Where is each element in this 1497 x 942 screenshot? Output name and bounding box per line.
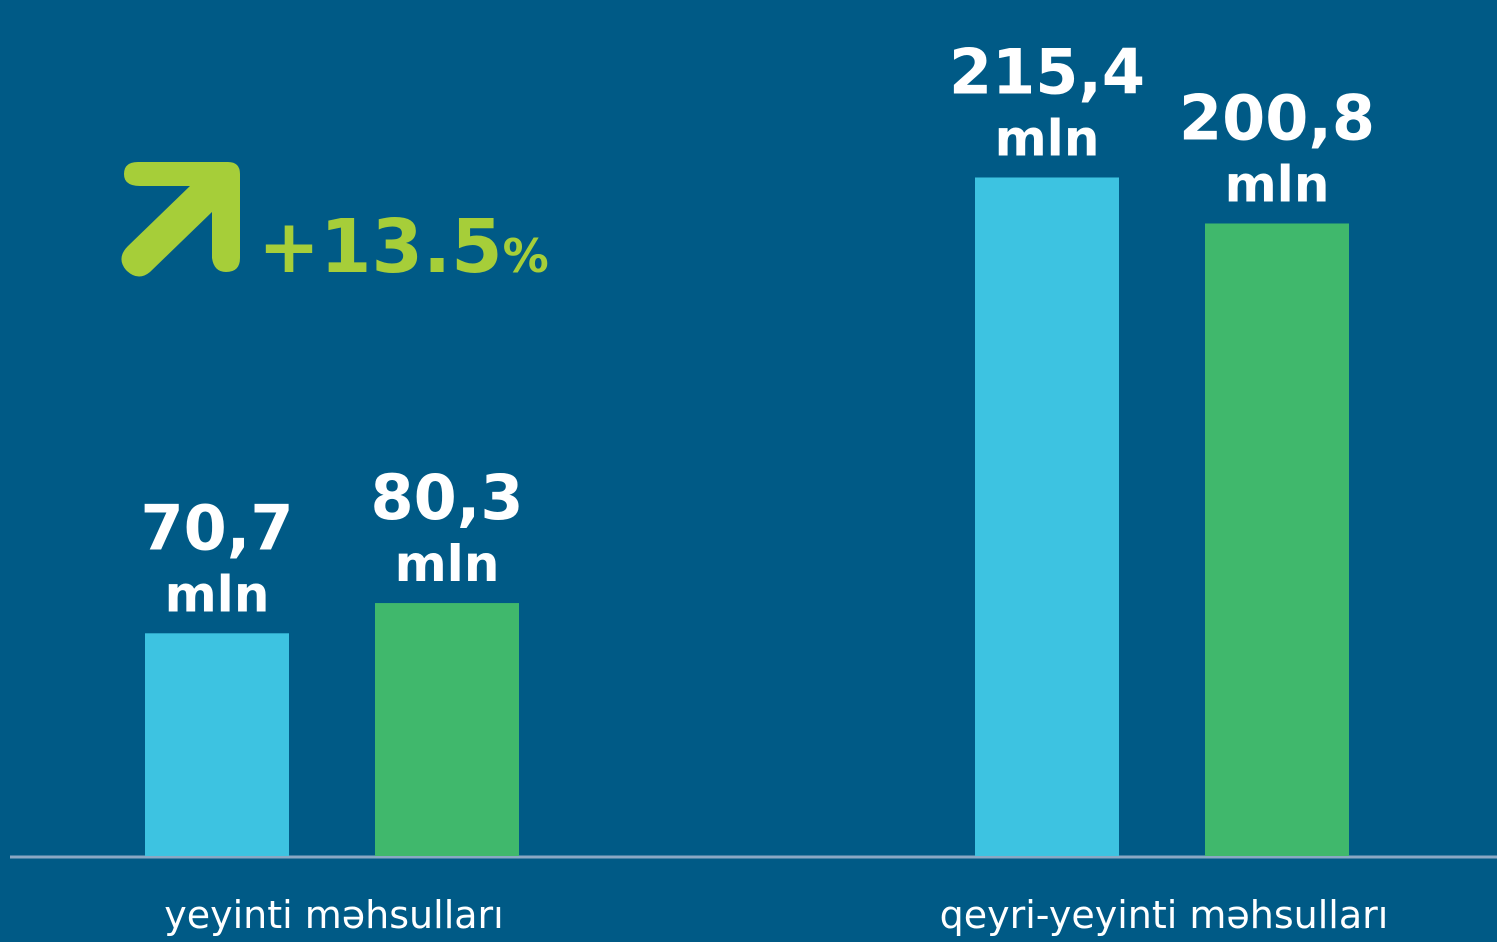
annotation-value: +13.5 <box>258 204 503 290</box>
growth-arrow <box>121 162 240 277</box>
value-unit: mln <box>1225 155 1330 213</box>
x-tick-label: yeyinti məhsulları <box>164 893 503 937</box>
value-label: 215,4 <box>949 35 1145 108</box>
x-tick-label: qeyri-yeyinti məhsulları <box>940 893 1389 937</box>
value-label: 200,8 <box>1179 81 1375 154</box>
value-label: 80,3 <box>371 461 524 534</box>
value-unit: mln <box>165 565 270 623</box>
annotation: +13.5% <box>258 204 549 290</box>
bar <box>1205 223 1349 857</box>
bar <box>145 633 289 856</box>
value-unit: mln <box>395 535 500 593</box>
value-label: 70,7 <box>141 491 294 564</box>
bar <box>975 177 1119 857</box>
bar <box>375 603 519 856</box>
arrow-icon <box>121 162 240 277</box>
annotation-unit: % <box>503 229 549 283</box>
value-unit: mln <box>995 109 1100 167</box>
